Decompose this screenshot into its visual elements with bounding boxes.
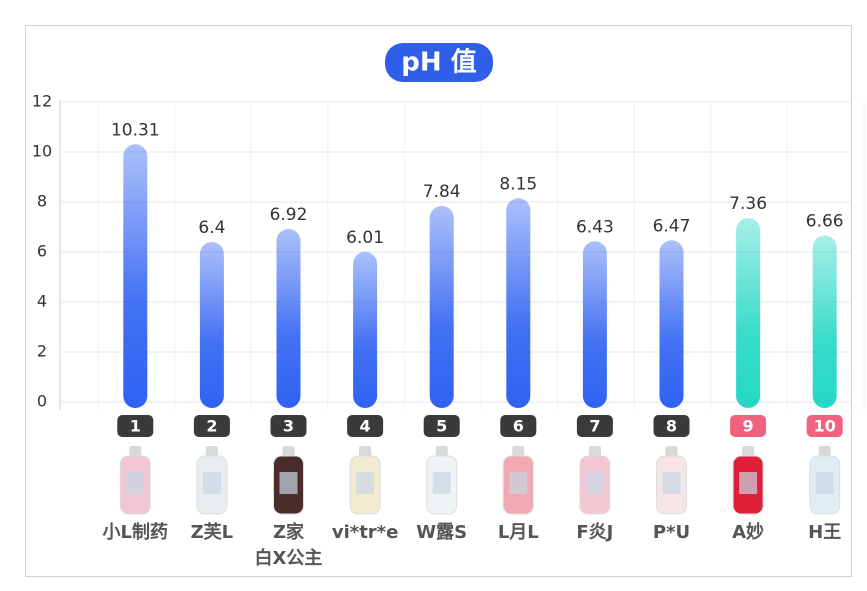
badge-label: 5 [436,417,447,436]
y-tick-label: 10 [32,142,52,161]
y-tick-label: 12 [32,92,52,111]
badge-bg [270,415,307,437]
badge-bg [730,415,767,437]
bottle-label [279,472,298,494]
x-tick-label: Z家白X公主 [255,521,323,569]
chart-title: pH 值 [401,48,476,78]
badge-label: 6 [513,417,524,436]
x-tick-label: H王 [808,522,841,543]
y-tick-label: 4 [37,292,47,311]
value-label: 10.31 [111,120,160,140]
x-tick-label: 小L制药 [103,521,168,543]
title-pill [385,43,493,82]
bottle-label [356,472,375,494]
bottle-cap [205,446,218,458]
bottle-label [585,472,604,494]
bar [353,251,378,408]
x-tick-label: L月L [498,522,539,543]
value-label: 6.92 [270,205,308,225]
badge-label: 10 [814,417,836,436]
value-label: 6.47 [653,216,691,236]
bottle-label [126,472,145,494]
y-tick-label: 0 [37,392,47,411]
bottle-label [739,472,758,494]
badge-bg [423,415,460,437]
bottle-label [202,472,221,494]
bottle-label [432,472,451,494]
badge-bg [347,415,384,437]
bar [276,229,301,408]
bar [123,144,148,408]
bar [582,241,607,408]
badge-label: 9 [743,417,754,436]
x-tick-label: P*U [653,522,690,543]
value-label: 7.84 [423,182,461,202]
badge-label: 2 [206,417,217,436]
bottle-label [662,472,681,494]
bottle-cap [129,446,142,458]
value-label: 6.4 [198,218,225,238]
badge-label: 7 [589,417,600,436]
bar [812,235,837,408]
bar [429,206,454,408]
y-tick-label: 8 [37,192,47,211]
badge-bg [117,415,154,437]
badge-bg [653,415,690,437]
value-label: 6.01 [346,228,384,248]
badge-bg [806,415,843,437]
bottle-cap [359,446,372,458]
value-label: 6.66 [806,212,844,232]
x-tick-label: W露S [416,522,467,543]
bottle-cap [282,446,295,458]
badge-label: 1 [130,417,141,436]
value-label: 6.43 [576,217,614,237]
x-tick-label: A妙 [732,521,764,543]
badge-label: 4 [360,417,371,436]
bar [659,240,684,408]
badge-bg [193,415,230,437]
value-label: 7.36 [729,194,767,214]
x-tick-label: Z芙L [191,521,234,543]
bottle-label [815,472,834,494]
bar [736,218,761,408]
badge-label: 3 [283,417,294,436]
badge-bg [500,415,537,437]
badge-bg [576,415,613,437]
bottle-cap [818,446,831,458]
x-tick-label: F炎J [576,522,613,543]
bottle-cap [512,446,525,458]
bottle-cap [588,446,601,458]
bottle-cap [665,446,678,458]
bottle-cap [742,446,755,458]
bottle-label [509,472,528,494]
bar [506,198,531,408]
bottle-cap [435,446,448,458]
y-tick-label: 6 [37,242,47,261]
badge-label: 8 [666,417,677,436]
y-tick-label: 2 [37,342,47,361]
bar [199,242,224,408]
x-tick-label: vi*tr*e [332,522,398,543]
value-label: 8.15 [499,174,537,194]
